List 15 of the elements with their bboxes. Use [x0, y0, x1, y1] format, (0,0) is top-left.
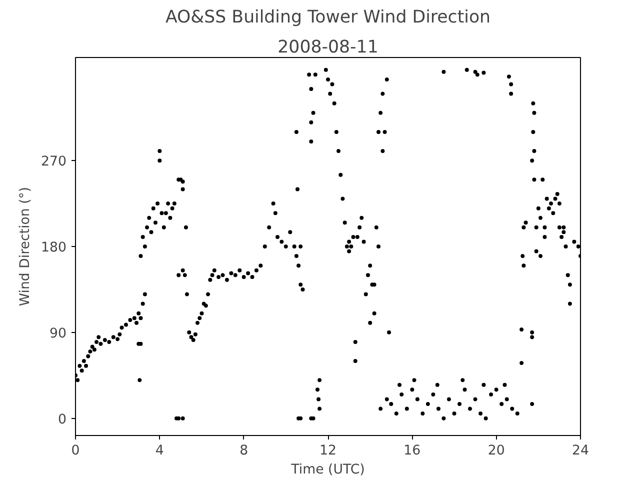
y-tick-label: 270 [41, 154, 67, 170]
y-tick-label: 180 [41, 240, 67, 256]
x-tick-label: 20 [488, 444, 505, 458]
y-tick-label: 0 [58, 412, 67, 428]
x-axis-title: Time (UTC) [290, 462, 365, 478]
y-axis-title: Wind Direction (°) [18, 186, 34, 306]
x-tick-label: 8 [240, 444, 248, 458]
x-tick-label: 12 [320, 444, 336, 458]
x-tick-label: 4 [155, 444, 164, 458]
x-tick-label: 24 [572, 444, 589, 458]
x-tick-label: 0 [71, 444, 80, 458]
x-tick-label: 16 [404, 444, 421, 458]
chart-subtitle: 2008-08-11 [278, 38, 378, 58]
chart-title: AO&SS Building Tower Wind Direction [165, 8, 491, 28]
y-tick-label: 90 [50, 326, 67, 342]
